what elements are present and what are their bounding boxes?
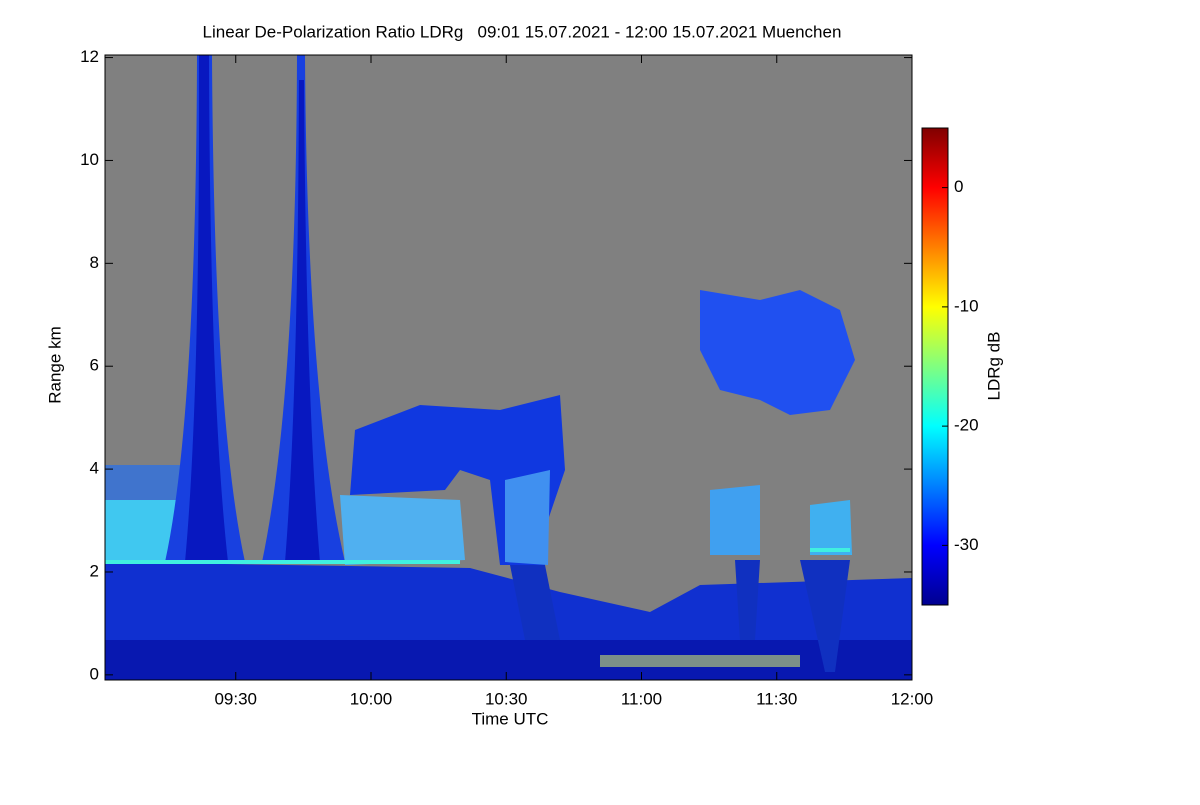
- heatmap-image: [105, 55, 912, 680]
- y-tick-label: 4: [90, 459, 99, 478]
- colorbar-tick-label: -10: [954, 296, 979, 315]
- colorbar-tick-label: -20: [954, 416, 979, 435]
- y-tick-label: 0: [90, 664, 99, 683]
- y-tick-label: 2: [90, 561, 99, 580]
- x-tick-label: 10:30: [485, 689, 528, 708]
- chart-title: Linear De-Polarization Ratio LDRg 09:01 …: [203, 22, 842, 41]
- x-tick-label: 10:00: [350, 689, 393, 708]
- x-tick-label: 09:30: [214, 689, 257, 708]
- plot-frame: [104, 54, 913, 681]
- y-tick-label: 6: [90, 356, 99, 375]
- colorbar-label: LDRg dB: [984, 332, 1003, 401]
- y-tick-label: 10: [80, 150, 99, 169]
- y-axis-label: Range km: [45, 326, 64, 403]
- x-tick-label: 12:00: [891, 689, 934, 708]
- x-axis-label: Time UTC: [472, 709, 549, 728]
- colorbar-tick-label: -30: [954, 535, 979, 554]
- y-tick-label: 8: [90, 253, 99, 272]
- x-tick-label: 11:30: [756, 689, 797, 708]
- colorbar-tick-label: 0: [954, 177, 963, 196]
- y-tick-label: 12: [80, 47, 99, 66]
- x-tick-label: 11:00: [621, 689, 662, 708]
- colorbar: [921, 127, 949, 606]
